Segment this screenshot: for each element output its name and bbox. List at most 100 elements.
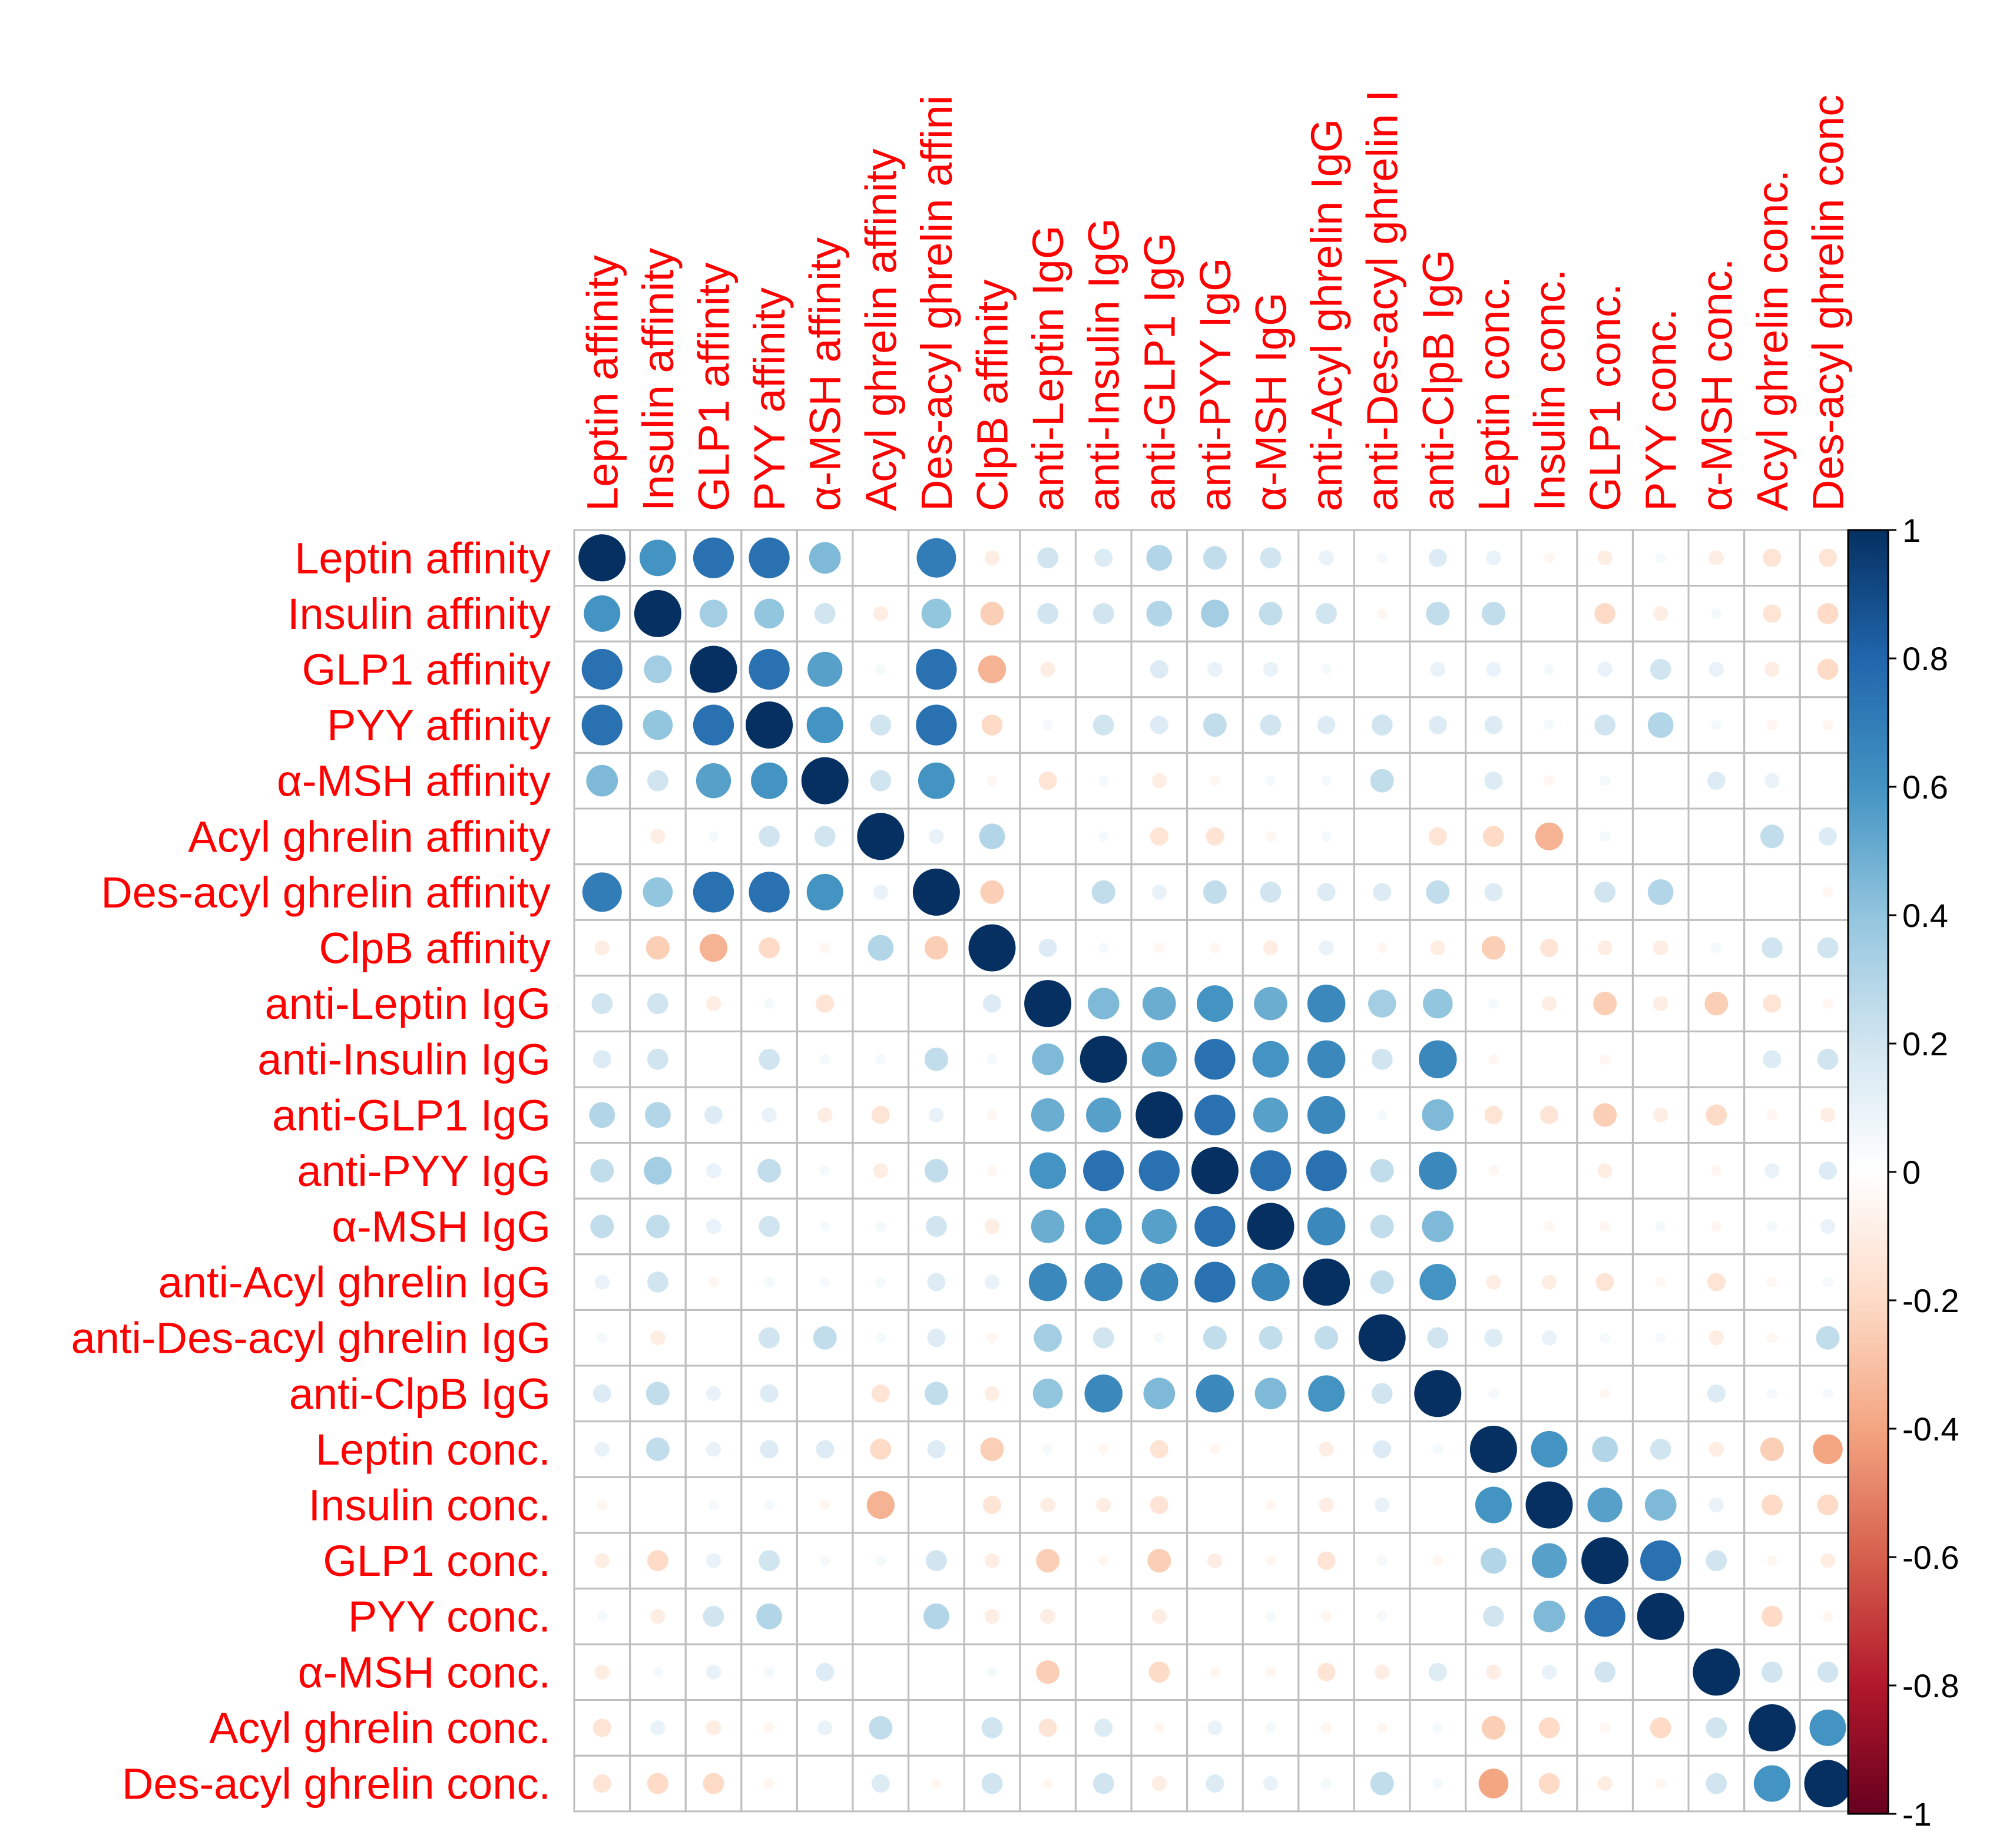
correlation-circle	[1817, 1661, 1839, 1683]
row-label: Des-acyl ghrelin conc.	[122, 1760, 551, 1809]
correlation-circle	[1809, 1709, 1846, 1746]
correlation-circle	[1707, 771, 1726, 790]
correlation-circle	[816, 1662, 835, 1681]
correlation-circle	[986, 1110, 998, 1121]
correlation-circle	[1822, 720, 1833, 731]
correlation-circle	[757, 1158, 782, 1183]
correlation-circle	[1771, 891, 1773, 893]
correlation-circle	[1764, 1163, 1780, 1178]
correlation-circle	[1308, 1375, 1345, 1412]
correlation-circle	[1711, 1221, 1722, 1232]
correlation-circle	[1548, 1392, 1550, 1395]
correlation-circle	[1250, 1150, 1292, 1191]
correlation-circle	[927, 1273, 946, 1291]
correlation-circle	[1706, 1773, 1727, 1794]
correlation-circle	[696, 763, 731, 799]
correlation-circle	[1146, 545, 1173, 571]
correlation-circle	[652, 1667, 663, 1678]
correlation-circle	[875, 1277, 886, 1288]
correlation-circle	[1419, 1040, 1457, 1078]
correlation-circle	[1492, 1226, 1495, 1227]
correlation-circle	[1544, 1221, 1555, 1232]
correlation-circle	[935, 1002, 938, 1005]
correlation-circle	[1303, 1259, 1350, 1306]
correlation-circle	[1319, 1497, 1334, 1513]
correlation-circle	[1306, 1150, 1347, 1191]
correlation-circle	[1042, 1443, 1054, 1455]
correlation-circle	[1373, 1440, 1392, 1459]
correlation-circle	[594, 940, 610, 956]
correlation-circle	[1419, 1151, 1457, 1190]
correlation-circle	[1600, 775, 1611, 786]
colorbar: 1 0.8 0.6 0.4 0.2 0 -0.2 -0.4 -0.6 -0.8 -1	[1847, 512, 1959, 1833]
correlation-circle	[986, 1054, 998, 1065]
correlation-circle	[1376, 1555, 1388, 1567]
correlation-circle	[1819, 827, 1837, 846]
row-label: Acyl ghrelin conc.	[209, 1704, 551, 1753]
correlation-circle	[764, 1722, 775, 1733]
correlation-circle	[1753, 1765, 1790, 1802]
correlation-circle	[875, 1332, 886, 1343]
column-label: anti-Insulin IgG	[1080, 218, 1128, 511]
correlation-circle	[1525, 1481, 1573, 1529]
correlation-circle	[868, 935, 894, 961]
correlation-circle	[650, 1330, 666, 1346]
correlation-circle	[1422, 1099, 1454, 1131]
correlation-circle	[699, 600, 728, 628]
correlation-circle	[1259, 1326, 1283, 1350]
correlation-circle	[1484, 883, 1503, 902]
correlation-circle	[1370, 1158, 1394, 1183]
correlation-circle	[1321, 831, 1332, 842]
correlation-circle	[1766, 720, 1777, 731]
correlation-circle	[1203, 1326, 1227, 1350]
correlation-circle	[1486, 550, 1501, 565]
correlation-circle	[1764, 773, 1780, 789]
correlation-circle	[1376, 942, 1388, 953]
correlation-circle	[984, 1274, 1000, 1290]
correlation-circle	[1764, 661, 1780, 677]
correlation-circle	[814, 826, 836, 847]
correlation-circle	[819, 1165, 830, 1176]
correlation-circle	[1541, 996, 1557, 1011]
correlation-circle	[1209, 942, 1220, 953]
column-label: anti-GLP1 IgG	[1135, 233, 1184, 511]
correlation-circle	[1660, 1058, 1662, 1061]
correlation-circle	[1370, 769, 1394, 793]
correlation-circle	[1319, 940, 1334, 956]
column-label: Des-acyl ghrelin conc	[1804, 95, 1853, 511]
correlation-circle	[1150, 1440, 1168, 1459]
correlation-circle	[1376, 552, 1388, 564]
correlation-circle	[1151, 773, 1167, 789]
correlation-circle	[1141, 1208, 1177, 1244]
correlation-circle	[807, 651, 843, 687]
correlation-circle	[1252, 1041, 1289, 1078]
correlation-circle	[871, 1384, 890, 1403]
correlation-circle	[644, 655, 672, 684]
correlation-circle	[819, 1499, 830, 1511]
correlation-circle	[817, 1107, 833, 1122]
correlation-circle	[935, 1504, 938, 1506]
correlation-circle	[1763, 548, 1782, 567]
correlation-circle	[929, 829, 944, 844]
row-label: Leptin conc.	[316, 1425, 551, 1474]
correlation-circle	[647, 1271, 668, 1293]
correlation-circle	[1376, 1722, 1388, 1733]
correlation-circle	[754, 598, 784, 629]
correlation-circle	[1143, 1377, 1176, 1410]
correlation-circle	[597, 1499, 608, 1511]
correlation-circle	[1194, 1039, 1236, 1080]
correlation-circle	[1040, 1497, 1055, 1513]
correlation-circle	[1538, 1717, 1560, 1738]
correlation-circle	[1600, 831, 1611, 842]
correlation-circle	[1822, 1611, 1833, 1622]
correlation-circle	[1321, 1722, 1332, 1733]
correlation-circle	[756, 1603, 783, 1630]
correlation-circle	[1423, 988, 1453, 1019]
correlation-circle	[1265, 1667, 1276, 1678]
correlation-circle	[582, 872, 622, 912]
row-label: Des-acyl ghrelin affinity	[101, 868, 551, 917]
correlation-circle	[592, 1384, 611, 1403]
correlation-circle	[1150, 1496, 1168, 1514]
column-label: Insulin affinity	[634, 248, 683, 511]
correlation-circle	[749, 872, 790, 913]
